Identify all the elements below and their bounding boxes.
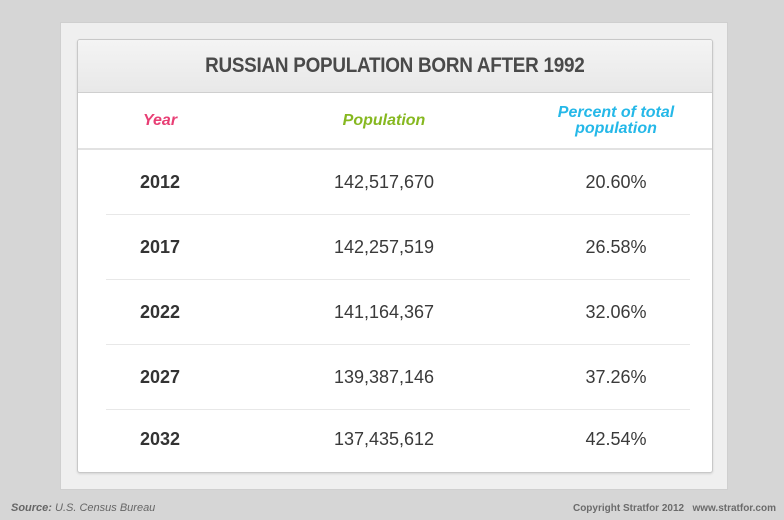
percent-cell: 20.60% <box>585 172 647 192</box>
percent-cell: 42.54% <box>585 429 647 449</box>
population-cell: 142,517,670 <box>333 172 435 192</box>
population-table-card: RUSSIAN POPULATION BORN AFTER 1992 Year … <box>77 39 713 473</box>
website-link[interactable]: www.stratfor.com <box>692 503 776 514</box>
column-header-year: Year <box>142 111 178 129</box>
table-row: 2017 142,257,519 26.58% <box>78 215 712 280</box>
source-text: U.S. Census Bureau <box>55 502 156 514</box>
percent-cell: 32.06% <box>585 302 647 322</box>
copyright-note: Copyright Stratfor 2012 www.stratfor.com <box>573 503 776 514</box>
title-bar: RUSSIAN POPULATION BORN AFTER 1992 <box>78 40 712 93</box>
column-header-population: Population <box>342 111 426 129</box>
population-cell: 139,387,146 <box>333 367 435 387</box>
row-divider <box>106 344 690 345</box>
year-cell: 2012 <box>139 172 181 192</box>
row-divider <box>106 214 690 215</box>
copyright-text: Copyright Stratfor 2012 <box>572 503 685 514</box>
percent-cell: 26.58% <box>585 237 647 257</box>
chart-title: RUSSIAN POPULATION BORN AFTER 1992 <box>205 54 585 77</box>
population-cell: 137,435,612 <box>333 429 435 449</box>
table-header-row: Year Population Percent of total populat… <box>78 93 712 150</box>
column-header-percent: Percent of total population <box>557 103 675 137</box>
population-cell: 142,257,519 <box>333 237 435 257</box>
year-cell: 2027 <box>139 367 181 387</box>
source-note: Source: U.S. Census Bureau <box>11 502 155 514</box>
table-row: 2022 141,164,367 32.06% <box>78 280 712 345</box>
year-cell: 2032 <box>139 429 181 449</box>
year-cell: 2022 <box>139 302 181 322</box>
percent-cell: 37.26% <box>585 367 647 387</box>
row-divider <box>106 279 690 280</box>
table-row: 2012 142,517,670 20.60% <box>78 150 712 215</box>
table-row: 2032 137,435,612 42.54% <box>78 407 712 472</box>
table-row: 2027 139,387,146 37.26% <box>78 345 712 410</box>
year-cell: 2017 <box>139 237 181 257</box>
row-divider <box>106 409 690 410</box>
source-label: Source: <box>11 502 52 514</box>
population-cell: 141,164,367 <box>333 302 435 322</box>
